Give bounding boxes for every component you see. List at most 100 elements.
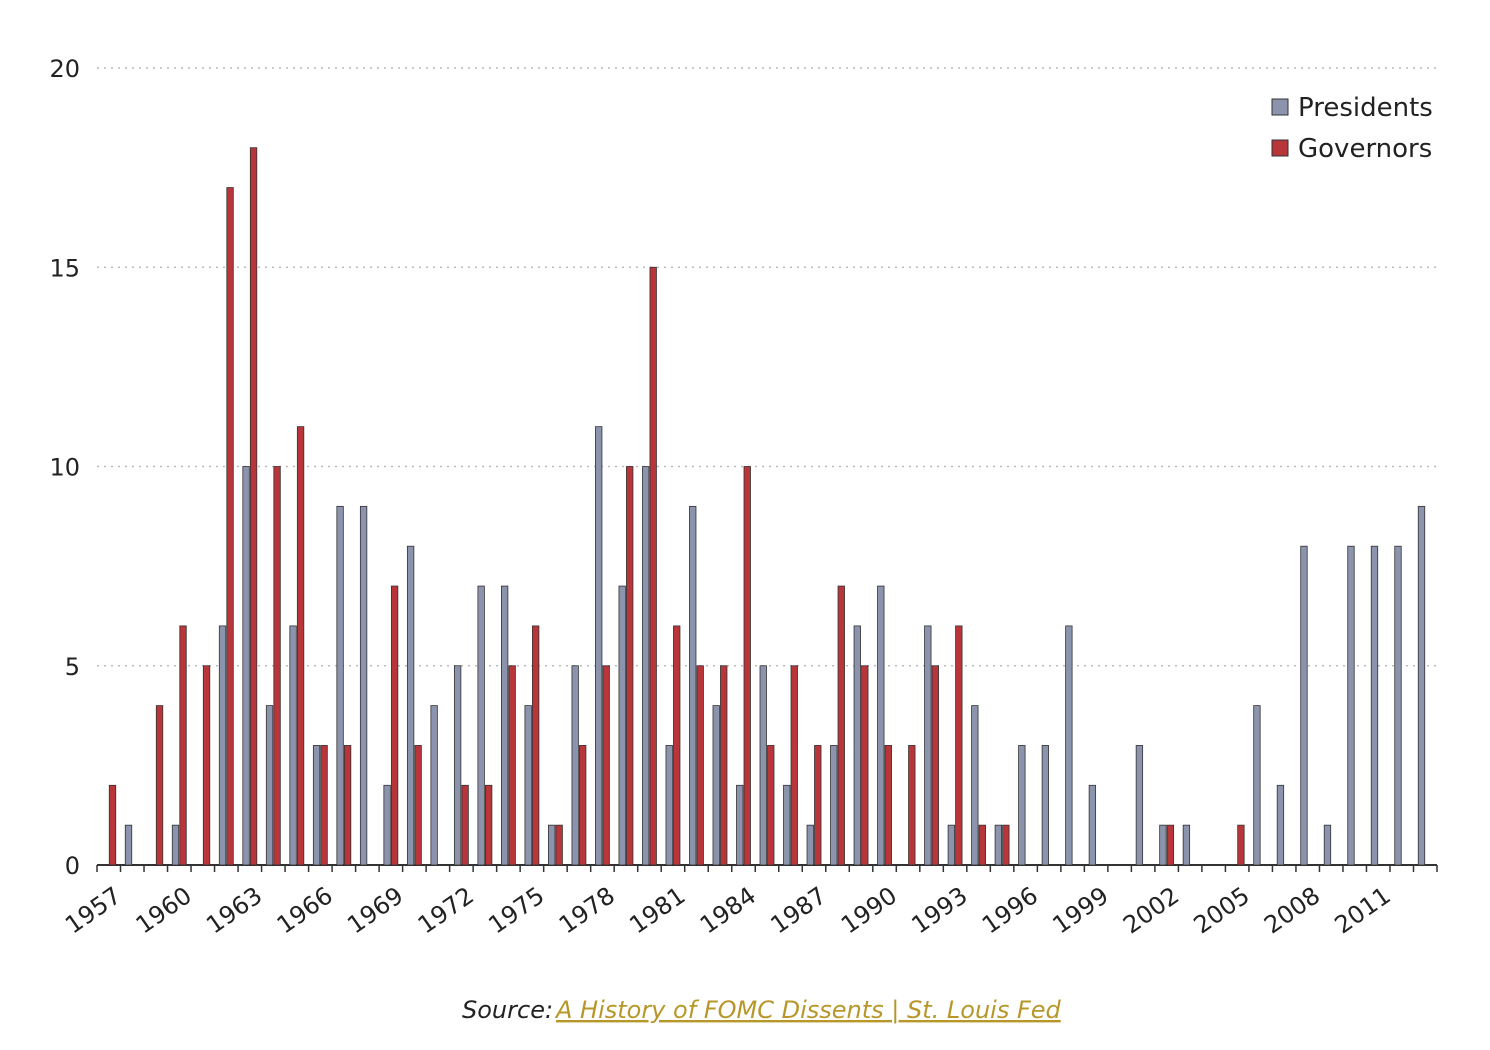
bar [1253, 705, 1261, 866]
bar [406, 545, 415, 866]
bar [814, 745, 822, 866]
bar [249, 147, 258, 866]
x-tick-label: 2011 [1330, 881, 1396, 939]
bar [524, 705, 532, 866]
bar [1394, 545, 1402, 866]
legend-swatch [1271, 139, 1289, 157]
bar [501, 585, 509, 866]
bar [908, 745, 916, 866]
bar [179, 625, 187, 866]
bar [642, 466, 650, 866]
bar [1182, 824, 1191, 866]
x-tick-label: 2008 [1259, 881, 1325, 939]
bar [602, 665, 610, 866]
bar [720, 665, 728, 866]
bar [265, 705, 274, 866]
bar [155, 705, 164, 866]
bar [759, 665, 767, 866]
bar [1088, 784, 1097, 866]
bar [1370, 545, 1379, 866]
bar [978, 824, 986, 866]
bar [218, 625, 227, 866]
bar [171, 824, 180, 866]
x-tick-label: 1969 [342, 881, 408, 939]
bar [296, 426, 305, 866]
bar [1159, 824, 1167, 866]
bar [555, 824, 563, 866]
bar [1300, 545, 1308, 866]
bar [955, 625, 963, 866]
bar [1041, 745, 1050, 866]
x-tick-label: 1963 [201, 881, 267, 939]
y-tick-label: 15 [49, 254, 80, 282]
bar [971, 705, 979, 866]
bar [202, 665, 211, 866]
bar [595, 426, 603, 866]
bar [736, 784, 744, 866]
bar [484, 784, 493, 866]
x-tick-label: 1975 [483, 881, 549, 939]
bar [1276, 784, 1285, 866]
bar [1002, 824, 1010, 866]
bar [532, 625, 540, 866]
bar [1417, 505, 1426, 866]
bar [689, 505, 697, 866]
y-tick-label: 10 [49, 454, 80, 482]
bar [626, 466, 634, 866]
bar [359, 505, 368, 866]
bar [618, 585, 626, 866]
x-tick-label: 1984 [695, 881, 761, 939]
bar [743, 466, 751, 866]
bar [571, 665, 579, 866]
y-tick-label: 0 [65, 852, 80, 880]
y-tick-label: 20 [49, 55, 80, 83]
x-tick-label: 1990 [836, 881, 902, 939]
bar [1347, 545, 1355, 866]
x-tick-label: 2005 [1189, 881, 1255, 939]
legend-label: Presidents [1298, 93, 1433, 123]
bar [830, 745, 838, 866]
bar [1135, 745, 1144, 866]
bar [783, 784, 791, 866]
bar [453, 665, 462, 866]
legend-swatch [1271, 98, 1289, 116]
bar [477, 585, 485, 866]
bar [414, 745, 422, 866]
bar [877, 585, 885, 866]
x-tick-label: 1960 [131, 881, 197, 939]
bar [312, 745, 321, 866]
bar [931, 665, 939, 866]
x-tick-label: 1972 [413, 881, 479, 939]
bar [124, 824, 133, 866]
bar [1166, 824, 1175, 866]
bar [947, 824, 955, 866]
bar [343, 745, 352, 866]
bar [336, 505, 344, 866]
legend-label: Governors [1298, 134, 1432, 164]
source-link[interactable]: A History of FOMC Dissents | St. Louis F… [554, 996, 1062, 1024]
bar [390, 585, 399, 866]
bar [1018, 745, 1026, 866]
bar [1323, 824, 1332, 866]
x-tick-label: 1993 [907, 881, 973, 939]
bar [579, 745, 587, 866]
bar [1065, 625, 1073, 866]
bar [994, 824, 1002, 866]
bar [853, 625, 861, 866]
source-label: Source: [462, 996, 553, 1024]
bar [242, 466, 250, 866]
bar [226, 187, 234, 866]
x-tick-label: 1957 [60, 881, 126, 939]
bar [649, 266, 657, 866]
bar [696, 665, 704, 866]
bar [548, 824, 556, 866]
bar [320, 745, 328, 866]
bar [712, 705, 720, 866]
bar [108, 784, 117, 866]
bar [383, 784, 391, 866]
bar [767, 745, 775, 866]
x-tick-label: 1978 [554, 881, 620, 939]
bar [884, 745, 892, 866]
bar [508, 665, 516, 866]
bar [289, 625, 297, 866]
